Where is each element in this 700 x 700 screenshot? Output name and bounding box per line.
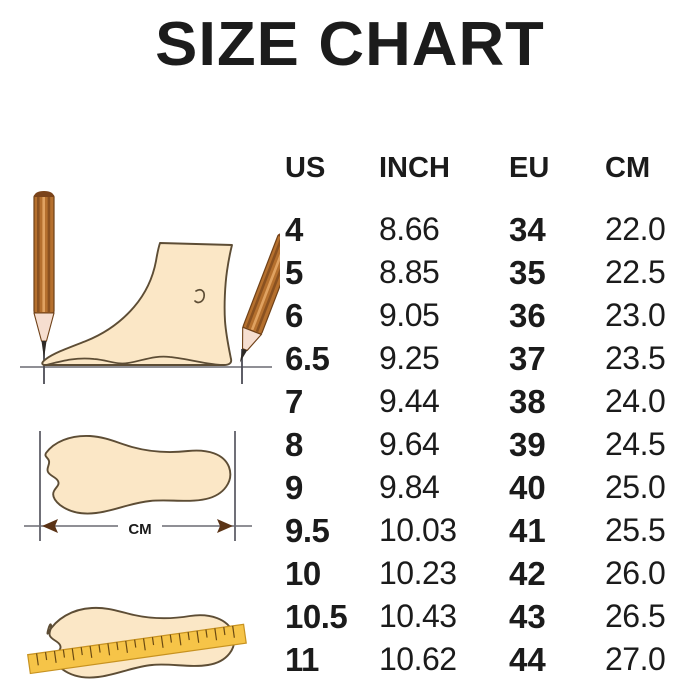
pencil-left-vertical [33,191,55,359]
footprint-tape-svg [27,606,247,679]
size-chart-table: US INCH EU CM 4 8.66 34 22.0 5 8.85 35 22.5 6 9.0… [283,142,700,681]
cell-eu: 42 [509,555,546,592]
cell-inch: 8.66 [379,211,440,247]
footprint-dimension-figure: CM [10,413,270,553]
cell-us: 5 [285,254,303,291]
cell-eu: 41 [509,512,546,549]
cell-inch: 9.05 [379,297,440,333]
cell-eu: 44 [509,641,546,678]
table-row: 9.5 10.03 41 25.5 [283,509,700,552]
cell-cm: 27.0 [605,641,666,677]
foot-side-view-figure [10,185,298,400]
cell-eu: 43 [509,598,546,635]
cell-inch: 10.03 [379,512,457,548]
cell-us: 9.5 [285,512,330,549]
table-row: 6.5 9.25 37 23.5 [283,337,700,380]
table-row: 5 8.85 35 22.5 [283,251,700,294]
pencil-left-stripe [37,196,40,312]
tape-body [27,623,247,675]
cm-label-backdrop [118,517,162,539]
cell-inch: 9.84 [379,469,440,505]
cell-cm: 25.5 [605,512,666,548]
cell-us: 8 [285,426,303,463]
dimension-arrow-left [42,519,58,533]
cell-eu: 39 [509,426,546,463]
size-chart-table-wrapper: US INCH EU CM 4 8.66 34 22.0 5 8.85 35 22.5 6 9.0… [283,142,683,681]
tape-tick-group [36,625,235,666]
cell-inch: 9.44 [379,383,440,419]
cell-cm: 22.5 [605,254,666,290]
cell-us: 11 [285,641,319,678]
cell-inch: 9.25 [379,340,440,376]
cell-us: 6.5 [285,340,330,377]
column-header-us: US [285,152,326,184]
cell-us: 10.5 [285,598,348,635]
pencil-left-stripe [42,196,45,312]
cell-eu: 40 [509,469,546,506]
cell-cm: 25.0 [605,469,666,505]
table-row: 7 9.44 38 24.0 [283,380,700,423]
cell-us: 9 [285,469,303,506]
cell-cm: 24.0 [605,383,666,419]
cell-eu: 35 [509,254,546,291]
table-row: 10.5 10.43 43 26.5 [283,595,700,638]
pencil-left-graphite-tip [41,341,47,359]
cell-cm: 26.5 [605,598,666,634]
cell-cm: 22.0 [605,211,666,247]
cell-eu: 37 [509,340,546,377]
sole-contour [45,355,225,366]
cell-inch: 10.23 [379,555,457,591]
cell-eu: 36 [509,297,546,334]
dimension-arrow-right [217,519,233,533]
footprint-dimension-svg: CM [24,431,252,541]
cell-inch: 10.62 [379,641,457,677]
cell-cm: 23.5 [605,340,666,376]
page-title: SIZE CHART [155,10,545,79]
foot-profile-shape [41,242,233,366]
cell-inch: 10.43 [379,598,457,634]
cell-us: 10 [285,555,321,592]
illustration-column: CM [10,185,298,695]
pencil-right-stripe [245,235,284,329]
cell-inch: 8.85 [379,254,440,290]
table-row: 6 9.05 36 23.0 [283,294,700,337]
table-body: 4 8.66 34 22.0 5 8.85 35 22.5 6 9.05 36 23.0 6.5 9.25… [283,208,700,681]
pencil-left-stripe [47,196,51,312]
ankle-bone-mark [194,288,205,304]
table-head: US INCH EU CM [283,142,700,208]
table-row: 11 10.62 44 27.0 [283,638,700,681]
cell-cm: 24.5 [605,426,666,462]
table-row: 4 8.66 34 22.0 [283,208,700,251]
cell-us: 4 [285,211,303,248]
cell-us: 6 [285,297,303,334]
cell-eu: 38 [509,383,546,420]
cell-cm: 26.0 [605,555,666,591]
cell-inch: 9.64 [379,426,440,462]
table-header-row: US INCH EU CM [283,142,700,208]
cell-cm: 23.0 [605,297,666,333]
footprint-tape-figure [10,577,275,695]
column-header-eu: EU [509,152,550,184]
pencil-left-wood-cone [33,312,55,342]
foot-side-view-svg [20,191,298,384]
table-row: 8 9.64 39 24.5 [283,423,700,466]
pencil-right-tilted [239,232,298,363]
pencil-right-graphite-tip [239,348,248,363]
table-row: 9 9.84 40 25.0 [283,466,700,509]
pencil-left-end-cap [34,191,54,197]
table-row: 10 10.23 42 26.0 [283,552,700,595]
column-header-inch: INCH [379,152,450,184]
cell-us: 7 [285,383,303,420]
pencil-right-stripe [250,237,289,331]
measuring-tape [27,623,247,675]
column-header-cm: CM [605,152,651,184]
footprint-outline [44,435,232,515]
cell-eu: 34 [509,211,546,248]
cm-measurement-label: CM [128,521,151,538]
